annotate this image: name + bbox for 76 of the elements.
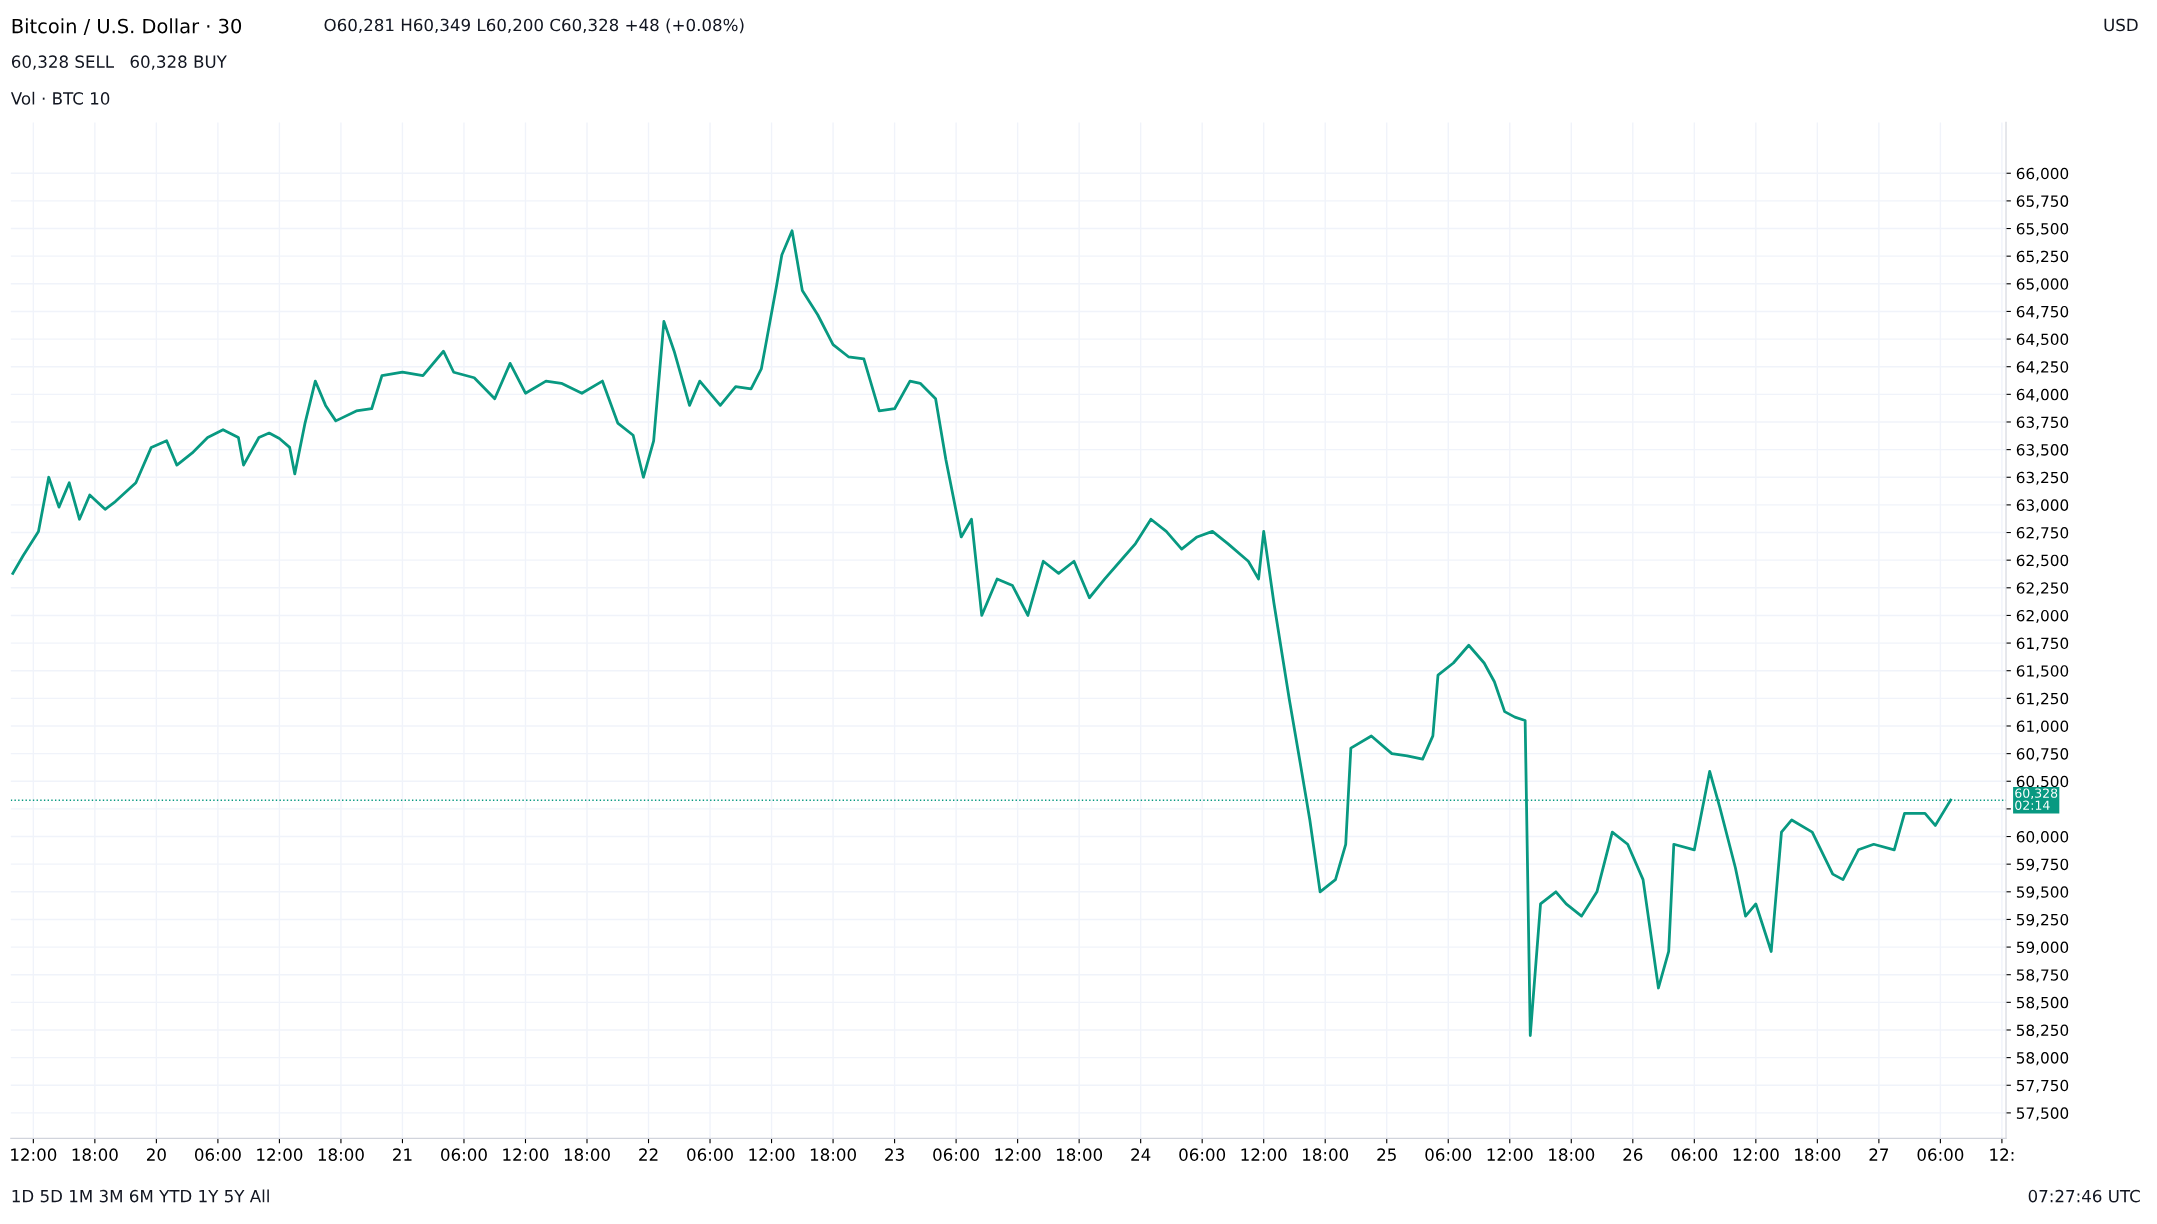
x-tick-label: 12: <box>1990 1148 2014 1161</box>
x-tick-label: 27 <box>1869 1148 1889 1161</box>
y-tick-label: 59,750 <box>2016 858 2069 872</box>
x-tick-label: 22 <box>639 1148 658 1161</box>
x-tick-label: 18:00 <box>810 1148 856 1161</box>
x-tick-label: 12:00 <box>1241 1148 1287 1161</box>
ref-line-label: 60,328 02:14 <box>2015 788 2058 810</box>
x-tick-label: 20 <box>146 1148 166 1161</box>
y-tick-label: 62,750 <box>2016 526 2069 541</box>
x-tick-label: 26 <box>1623 1148 1643 1161</box>
y-tick-label: 64,750 <box>2016 305 2069 320</box>
y-tick-label: 61,250 <box>2016 692 2069 706</box>
y-tick-label: 59,000 <box>2016 941 2069 955</box>
y-tick-label: 65,250 <box>2016 250 2069 264</box>
text: 60,328 BUY <box>130 55 227 70</box>
x-tick-label: 12:00 <box>1487 1148 1533 1161</box>
y-tick-label: 62,000 <box>2016 609 2069 624</box>
text: USD <box>2104 18 2138 32</box>
y-tick-label: 60,000 <box>2016 830 2069 845</box>
x-tick-label: 18:00 <box>564 1148 610 1161</box>
y-tick-label: 57,500 <box>2016 1107 2069 1121</box>
x-tick-label: 18:00 <box>1303 1148 1349 1161</box>
x-tick-label: 12:00 <box>257 1148 303 1161</box>
x-tick-label: 12:00 <box>503 1148 549 1161</box>
y-tick-label: 62,500 <box>2016 554 2069 568</box>
y-tick-label: 58,500 <box>2016 996 2069 1010</box>
x-tick-label: 12:00 <box>11 1148 57 1161</box>
y-tick-label: 63,750 <box>2016 416 2069 430</box>
x-tick-label: 06:00 <box>687 1148 733 1161</box>
y-tick-label: 64,000 <box>2016 388 2069 402</box>
y-tick-label: 59,500 <box>2016 886 2069 900</box>
x-tick-label: 06:00 <box>1917 1148 1964 1161</box>
y-tick-label: 63,500 <box>2016 444 2069 458</box>
x-tick-label: 06:00 <box>1425 1148 1472 1161</box>
x-tick-label: 18:00 <box>1549 1148 1595 1161</box>
y-tick-label: 63,250 <box>2016 471 2069 485</box>
y-tick-label: 58,000 <box>2016 1052 2069 1066</box>
x-tick-label: 23 <box>885 1148 904 1161</box>
x-tick-label: 18:00 <box>1795 1148 1841 1161</box>
x-tick-label: 12:00 <box>749 1148 795 1161</box>
y-tick-label: 60,750 <box>2016 748 2069 762</box>
x-tick-label: 06:00 <box>1671 1148 1718 1161</box>
y-tick-label: 64,250 <box>2016 361 2069 375</box>
y-tick-label: 58,250 <box>2016 1024 2069 1038</box>
y-tick-label: 57,750 <box>2016 1079 2069 1093</box>
text: 60,328 SELL <box>11 55 114 70</box>
text: 07:27:46 UTC <box>2028 1189 2140 1203</box>
y-tick-label: 61,000 <box>2016 720 2069 734</box>
chart-title: Bitcoin / U.S. Dollar · 30 <box>12 18 242 35</box>
x-tick-label: 18:00 <box>318 1148 364 1161</box>
y-tick-label: 65,500 <box>2016 222 2069 237</box>
y-tick-label: 61,750 <box>2016 637 2069 651</box>
x-tick-label: 18:00 <box>72 1148 118 1161</box>
text: 1D 5D 1M 3M 6M YTD 1Y 5Y All <box>12 1189 269 1203</box>
y-tick-label: 62,250 <box>2016 582 2069 596</box>
x-tick-label: 25 <box>1377 1148 1396 1161</box>
text: O60,281 H60,349 L60,200 C60,328 +48 (+0.08%) <box>324 18 744 34</box>
y-tick-label: 58,750 <box>2016 969 2069 983</box>
y-tick-label: 61,500 <box>2016 665 2069 679</box>
x-tick-label: 21 <box>393 1148 412 1161</box>
y-tick-label: 65,750 <box>2016 195 2069 209</box>
x-tick-label: 06:00 <box>194 1148 241 1161</box>
x-tick-label: 06:00 <box>1179 1148 1226 1161</box>
x-tick-label: 06:00 <box>933 1148 980 1161</box>
x-tick-label: 12:00 <box>1733 1148 1779 1161</box>
x-tick-label: 24 <box>1131 1148 1151 1161</box>
y-tick-label: 66,000 <box>2016 167 2069 181</box>
y-tick-label: 59,250 <box>2016 913 2069 928</box>
x-tick-label: 12:00 <box>995 1148 1041 1161</box>
y-tick-label: 64,500 <box>2016 333 2069 347</box>
y-tick-label: 65,000 <box>2016 278 2069 292</box>
x-tick-label: 18:00 <box>1056 1148 1103 1161</box>
text: Vol · BTC 10 <box>10 91 110 105</box>
y-tick-label: 63,000 <box>2016 499 2069 513</box>
y-tick-label: 60,500 <box>2016 775 2069 789</box>
x-tick-label: 06:00 <box>441 1148 487 1161</box>
